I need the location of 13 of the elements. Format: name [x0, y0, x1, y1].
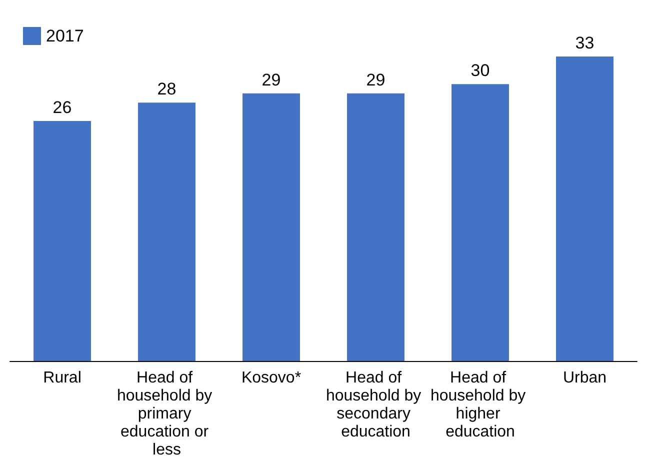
x-tick-label: Head of household by secondary education [326, 370, 426, 440]
legend-label: 2017 [46, 26, 84, 46]
x-tick-label: Kosovo* [241, 370, 302, 386]
x-tick-label: Head of household by higher education [430, 370, 530, 440]
x-tick-label: Urban [562, 370, 607, 386]
data-label: 29 [366, 70, 386, 90]
data-label: 33 [575, 33, 594, 52]
data-label: 30 [470, 61, 490, 80]
data-label: 26 [52, 98, 72, 118]
x-tick-label: Rural [43, 370, 82, 386]
x-tick-label: Head of household by primary education or less [116, 370, 217, 458]
data-label: 28 [157, 80, 176, 99]
data-label: 29 [262, 70, 281, 90]
